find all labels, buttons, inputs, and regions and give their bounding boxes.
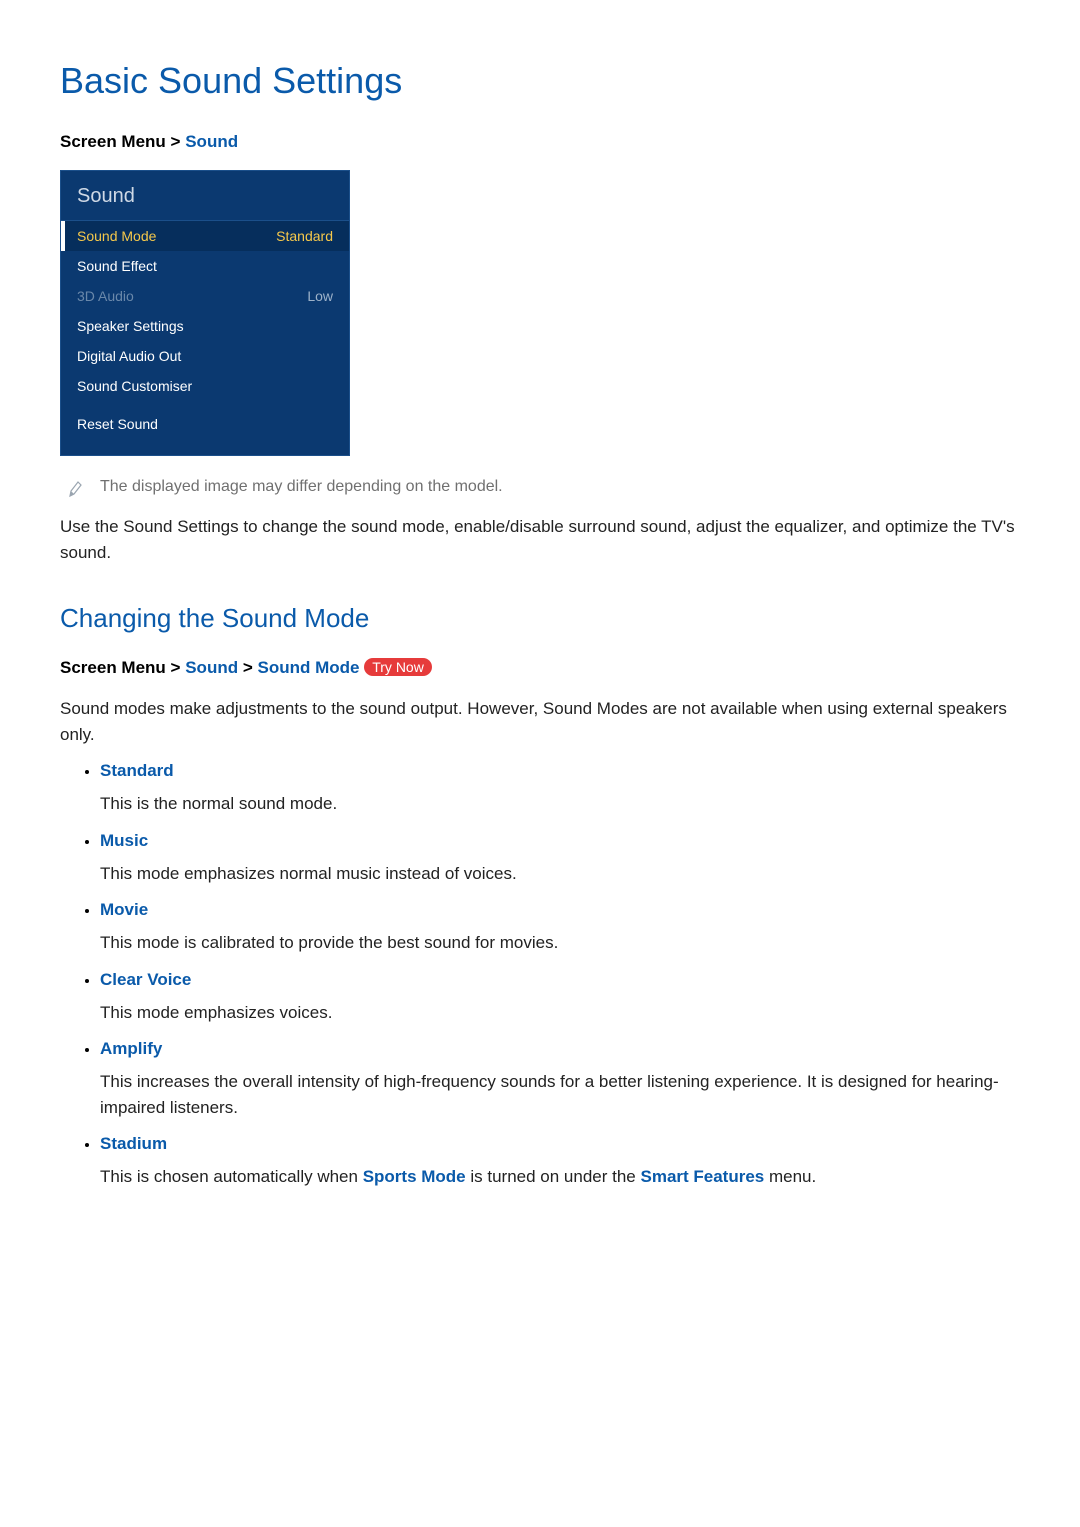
breadcrumb-sep: > [171,132,181,151]
breadcrumb-link-soundmode[interactable]: Sound Mode [258,658,360,677]
breadcrumb-prefix: Screen Menu [60,132,166,151]
menu-item-sound-effect[interactable]: Sound Effect [61,251,349,281]
mode-name: Amplify [100,1039,1020,1059]
try-now-badge[interactable]: Try Now [364,658,432,676]
menu-items: Sound Mode Standard Sound Effect 3D Audio Lo… [61,221,349,455]
breadcrumb-sep-2b: > [243,658,253,677]
mode-desc: This mode is calibrated to provide the b… [100,930,1020,956]
link-smart-features[interactable]: Smart Features [640,1167,764,1186]
menu-item-value: Standard [276,228,333,244]
menu-item-label: Sound Customiser [77,378,192,394]
mode-item: Stadium This is chosen automatically when… [100,1134,1020,1190]
sound-menu-panel: Sound Sound Mode Standard Sound Effect 3D A… [60,170,350,456]
section-title: Changing the Sound Mode [60,603,1020,634]
menu-item-digital-audio-out[interactable]: Digital Audio Out [61,341,349,371]
mode-desc: This mode emphasizes voices. [100,1000,1020,1026]
mode-desc: This is the normal sound mode. [100,791,1020,817]
breadcrumb-prefix-2: Screen Menu [60,658,166,677]
menu-item-3d-audio[interactable]: 3D Audio Low [61,281,349,311]
menu-item-value: Low [307,288,333,304]
menu-item-label: Sound Mode [77,228,156,244]
menu-item-label: Speaker Settings [77,318,184,334]
menu-item-label: Digital Audio Out [77,348,181,364]
mode-name: Music [100,831,1020,851]
mode-item: Amplify This increases the overall intens… [100,1039,1020,1120]
menu-item-label: Sound Effect [77,258,157,274]
mode-desc: This is chosen automatically when Sports… [100,1164,1020,1190]
mode-desc: This mode emphasizes normal music instea… [100,861,1020,887]
menu-item-sound-customiser[interactable]: Sound Customiser [61,371,349,401]
mode-item: Music This mode emphasizes normal music i… [100,831,1020,887]
menu-item-label: Reset Sound [77,416,158,432]
pencil-icon [68,480,82,498]
menu-item-speaker-settings[interactable]: Speaker Settings [61,311,349,341]
breadcrumb-link-sound-2[interactable]: Sound [185,658,238,677]
breadcrumb-line-2: Screen Menu > Sound > Sound Mode Try Now [60,658,1020,678]
mode-name: Stadium [100,1134,1020,1154]
link-sports-mode[interactable]: Sports Mode [363,1167,466,1186]
menu-header: Sound [61,171,349,221]
note-line: The displayed image may differ depending… [68,478,1020,498]
section-body: Sound modes make adjustments to the soun… [60,696,1020,747]
mode-name: Movie [100,900,1020,920]
mode-name: Standard [100,761,1020,781]
menu-item-label: 3D Audio [77,288,134,304]
mode-desc: This increases the overall intensity of … [100,1069,1020,1120]
intro-text: Use the Sound Settings to change the sou… [60,514,1020,565]
mode-item: Movie This mode is calibrated to provide … [100,900,1020,956]
mode-item: Standard This is the normal sound mode. [100,761,1020,817]
breadcrumb-link-sound[interactable]: Sound [185,132,238,151]
note-text: The displayed image may differ depending… [100,478,503,496]
mode-item: Clear Voice This mode emphasizes voices. [100,970,1020,1026]
breadcrumb-line-1: Screen Menu > Sound [60,132,1020,152]
page-title: Basic Sound Settings [60,60,1020,102]
menu-item-sound-mode[interactable]: Sound Mode Standard [61,221,349,251]
mode-name: Clear Voice [100,970,1020,990]
breadcrumb-sep-2a: > [171,658,181,677]
mode-list: Standard This is the normal sound mode. Mu… [60,761,1020,1190]
menu-item-reset-sound[interactable]: Reset Sound [61,409,349,439]
